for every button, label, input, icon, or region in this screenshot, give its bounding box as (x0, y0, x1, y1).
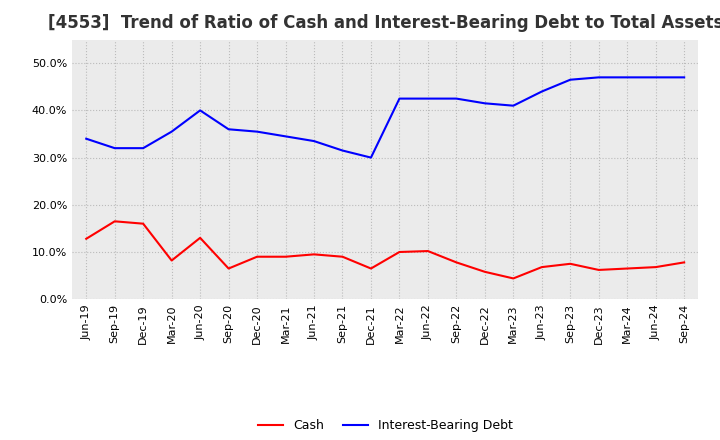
Interest-Bearing Debt (366, 155, 375, 160)
Cash (82, 236, 91, 242)
Interest-Bearing Debt (110, 146, 119, 151)
Cash (338, 254, 347, 259)
Interest-Bearing Debt (395, 96, 404, 101)
Line: Cash: Cash (86, 221, 684, 279)
Cash (282, 254, 290, 259)
Interest-Bearing Debt (282, 134, 290, 139)
Cash (509, 276, 518, 281)
Title: [4553]  Trend of Ratio of Cash and Interest-Bearing Debt to Total Assets: [4553] Trend of Ratio of Cash and Intere… (48, 15, 720, 33)
Cash (196, 235, 204, 241)
Interest-Bearing Debt (196, 108, 204, 113)
Cash (310, 252, 318, 257)
Interest-Bearing Debt (652, 75, 660, 80)
Cash (253, 254, 261, 259)
Interest-Bearing Debt (480, 101, 489, 106)
Cash (110, 219, 119, 224)
Cash (225, 266, 233, 271)
Cash (623, 266, 631, 271)
Interest-Bearing Debt (452, 96, 461, 101)
Interest-Bearing Debt (310, 139, 318, 144)
Legend: Cash, Interest-Bearing Debt: Cash, Interest-Bearing Debt (253, 414, 518, 437)
Line: Interest-Bearing Debt: Interest-Bearing Debt (86, 77, 684, 158)
Cash (452, 260, 461, 265)
Interest-Bearing Debt (509, 103, 518, 108)
Cash (139, 221, 148, 226)
Interest-Bearing Debt (139, 146, 148, 151)
Interest-Bearing Debt (537, 89, 546, 94)
Interest-Bearing Debt (566, 77, 575, 82)
Interest-Bearing Debt (623, 75, 631, 80)
Interest-Bearing Debt (225, 127, 233, 132)
Cash (480, 269, 489, 275)
Cash (595, 267, 603, 272)
Interest-Bearing Debt (167, 129, 176, 134)
Cash (566, 261, 575, 267)
Interest-Bearing Debt (595, 75, 603, 80)
Cash (680, 260, 688, 265)
Interest-Bearing Debt (82, 136, 91, 141)
Cash (366, 266, 375, 271)
Interest-Bearing Debt (680, 75, 688, 80)
Interest-Bearing Debt (338, 148, 347, 153)
Cash (167, 258, 176, 263)
Cash (395, 249, 404, 255)
Cash (423, 249, 432, 254)
Cash (537, 264, 546, 270)
Interest-Bearing Debt (423, 96, 432, 101)
Cash (652, 264, 660, 270)
Interest-Bearing Debt (253, 129, 261, 134)
